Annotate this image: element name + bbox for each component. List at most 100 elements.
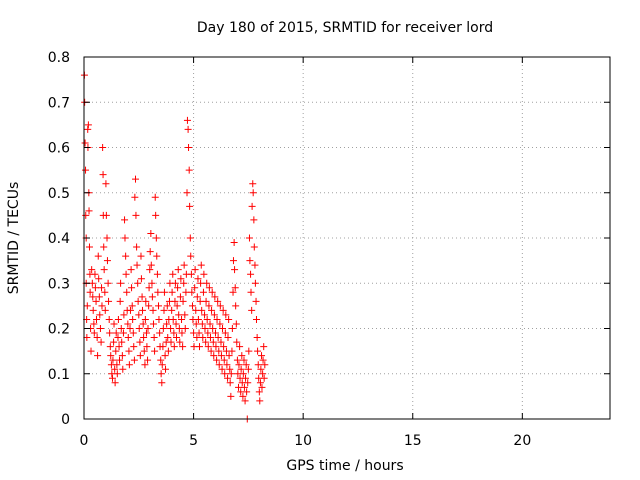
x-tick-label: 20 — [513, 433, 531, 449]
data-point — [198, 320, 206, 328]
data-point — [135, 311, 143, 319]
data-point — [83, 334, 91, 342]
data-point — [152, 211, 160, 219]
data-point — [259, 356, 267, 364]
data-point — [200, 270, 208, 278]
data-point — [241, 397, 249, 405]
data-point — [181, 325, 189, 332]
data-point — [155, 302, 163, 310]
data-point — [183, 116, 191, 124]
data-point — [215, 347, 223, 355]
data-point — [133, 243, 141, 251]
data-point — [86, 288, 94, 296]
data-point — [252, 315, 260, 323]
data-point — [164, 347, 172, 355]
data-point — [237, 388, 245, 396]
data-point — [143, 343, 151, 351]
data-point — [149, 306, 157, 314]
data-point — [133, 261, 141, 269]
data-point — [258, 383, 266, 391]
data-point — [145, 302, 153, 310]
data-point — [91, 284, 99, 292]
data-point — [235, 383, 243, 391]
data-point — [256, 397, 264, 405]
y-tick-label: 0.8 — [48, 50, 70, 66]
data-point — [125, 361, 133, 369]
data-point — [89, 306, 97, 314]
data-point — [84, 125, 92, 133]
data-point — [92, 315, 100, 323]
data-point — [144, 325, 152, 332]
data-point — [147, 229, 155, 237]
data-point — [228, 325, 236, 332]
data-point — [100, 243, 108, 251]
y-axis-title: SRMTID / TECUs — [6, 182, 22, 295]
data-point — [128, 284, 136, 292]
data-point — [103, 234, 111, 242]
data-point — [201, 325, 209, 332]
data-point — [123, 288, 131, 296]
data-point — [247, 270, 255, 278]
data-point — [157, 370, 165, 378]
data-point — [132, 175, 140, 183]
data-point — [134, 279, 142, 287]
data-point — [206, 334, 214, 342]
data-point — [243, 388, 251, 396]
data-point — [226, 365, 234, 373]
data-point — [144, 356, 152, 364]
data-point — [167, 325, 175, 332]
data-point — [192, 306, 200, 314]
data-point — [115, 343, 123, 351]
data-point — [105, 297, 113, 305]
data-point — [158, 361, 166, 369]
data-point — [192, 320, 200, 328]
x-axis-title: GPS time / hours — [286, 458, 403, 474]
data-point — [167, 338, 175, 346]
data-point — [210, 311, 218, 319]
data-point — [217, 338, 225, 346]
data-point — [98, 302, 106, 310]
data-point — [183, 189, 191, 197]
x-tick-label: 5 — [189, 433, 198, 449]
data-point — [228, 347, 236, 355]
data-point — [220, 343, 228, 351]
data-point — [250, 216, 258, 224]
data-point — [148, 279, 156, 287]
data-point — [194, 315, 202, 323]
data-point — [173, 302, 181, 310]
data-point — [255, 388, 263, 396]
data-point — [111, 379, 119, 387]
data-point — [90, 320, 98, 328]
x-tick-label: 15 — [404, 433, 422, 449]
data-point — [147, 261, 155, 269]
data-point — [137, 252, 145, 260]
data-point — [128, 302, 136, 310]
data-point — [172, 320, 180, 328]
data-point — [120, 311, 128, 319]
data-point — [139, 320, 147, 328]
data-point — [248, 202, 256, 210]
data-point — [208, 288, 216, 296]
data-point — [158, 379, 166, 387]
y-tick-label: 0.1 — [48, 367, 70, 383]
data-point — [224, 334, 232, 342]
data-point — [152, 234, 160, 242]
data-point — [153, 270, 161, 278]
data-point — [107, 352, 115, 360]
data-point — [132, 211, 140, 219]
y-tick-label: 0.4 — [48, 231, 70, 247]
data-point — [82, 211, 90, 219]
data-point — [195, 329, 203, 337]
data-point — [254, 347, 262, 355]
data-point — [121, 234, 129, 242]
data-point — [85, 243, 93, 251]
data-point — [121, 216, 129, 224]
data-point — [154, 288, 162, 296]
data-point — [219, 325, 227, 332]
data-point — [139, 306, 147, 314]
data-point — [220, 356, 228, 364]
data-point — [124, 320, 132, 328]
data-point — [233, 356, 241, 364]
data-point — [251, 261, 259, 269]
